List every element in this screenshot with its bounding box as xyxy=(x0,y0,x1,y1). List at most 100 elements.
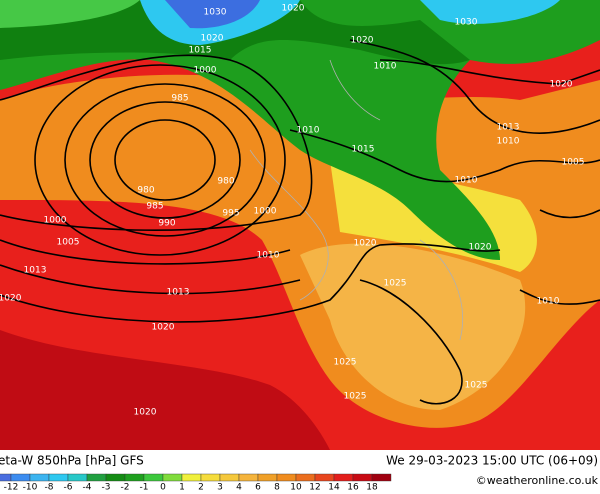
isobar-label: 1020 xyxy=(282,4,305,14)
isobar-label: 1005 xyxy=(562,158,585,168)
colorbar-swatch xyxy=(257,473,278,482)
isobar-label: 1010 xyxy=(497,137,520,147)
isobar xyxy=(114,119,216,201)
map-field: 1020 1030 1020 1015 1000 985 980 985 990 995 1000 1… xyxy=(0,0,600,450)
colorbar-label: -12 xyxy=(4,483,19,491)
colorbar: -12 -10 -8 -6 -4 -3 -2 -1 0 1 2 3 4 6 8 10 12 14 16 18 xyxy=(0,473,392,493)
map-title: eta-W 850hPa [hPa] GFS xyxy=(0,454,144,468)
isobar-label: 1000 xyxy=(44,216,67,226)
colorbar-swatch xyxy=(276,473,297,482)
footer xyxy=(0,450,600,490)
colorbar-swatch xyxy=(67,473,88,482)
colorbar-swatch xyxy=(200,473,221,482)
isobar xyxy=(379,59,600,85)
isobar-label: 1010 xyxy=(455,176,478,186)
colorbar-swatch xyxy=(314,473,335,482)
colorbar-swatch xyxy=(333,473,354,482)
isobar-label: 1020 xyxy=(469,243,492,253)
colorbar-label: -6 xyxy=(64,483,73,491)
colorbar-swatch xyxy=(86,473,107,482)
isobar-label: 1020 xyxy=(201,34,224,44)
isobar-label: 1015 xyxy=(189,46,212,56)
colorbar-label: 6 xyxy=(255,483,261,491)
isobar-label: 1025 xyxy=(344,392,367,402)
isobar-label: 1015 xyxy=(352,145,375,155)
colorbar-label: 4 xyxy=(236,483,242,491)
isobars xyxy=(0,39,600,405)
field-darkred xyxy=(0,330,330,450)
isobar xyxy=(519,209,600,305)
isobar-label: 1020 xyxy=(134,408,157,418)
isobar-label: 1025 xyxy=(384,279,407,289)
field-lightgreen xyxy=(0,0,140,28)
credit: ©weatheronline.co.uk xyxy=(476,474,599,487)
isobar-label: 1030 xyxy=(204,8,227,18)
colorbar-swatch xyxy=(0,473,12,482)
colorbar-swatch xyxy=(162,473,183,482)
colorbar-label: 2 xyxy=(198,483,204,491)
isobar-label: 1025 xyxy=(334,358,357,368)
isobar-label: 980 xyxy=(217,177,234,187)
colorbar-label: 10 xyxy=(290,483,302,491)
isobar xyxy=(0,239,301,295)
isobar-label: 1010 xyxy=(257,251,280,261)
isobar-label: 990 xyxy=(158,219,175,229)
colorbar-label: 12 xyxy=(309,483,320,491)
colorbar-swatch xyxy=(371,473,392,482)
isobar-label: 985 xyxy=(171,94,188,104)
isobar-label: 1010 xyxy=(297,126,320,136)
colorbar-label: -2 xyxy=(121,483,130,491)
field-blue xyxy=(165,0,260,29)
isobar-label: 1000 xyxy=(254,207,277,217)
colorbar-swatch xyxy=(48,473,69,482)
isobar xyxy=(359,279,463,405)
isobar-label: 1013 xyxy=(24,266,47,276)
isobar-label: 1025 xyxy=(465,381,488,391)
colorbar-swatch xyxy=(10,473,31,482)
colorbar-label: 1 xyxy=(179,483,185,491)
colorbar-label: -3 xyxy=(102,483,111,491)
isobar-label: 1020 xyxy=(354,239,377,249)
colorbar-swatch xyxy=(29,473,50,482)
colorbar-label: 18 xyxy=(366,483,378,491)
colorbar-label: -1 xyxy=(140,483,149,491)
field-lightorange xyxy=(300,243,526,410)
isobar xyxy=(64,83,266,237)
isobar xyxy=(289,129,600,183)
colorbar-label: 14 xyxy=(328,483,340,491)
colorbar-label: 3 xyxy=(217,483,223,491)
colorbar-swatch xyxy=(105,473,126,482)
colorbar-swatch xyxy=(143,473,164,482)
colorbar-label: -4 xyxy=(83,483,92,491)
colorbar-swatch xyxy=(181,473,202,482)
isobar-label: 1020 xyxy=(351,36,374,46)
isobar xyxy=(34,64,286,256)
isobar xyxy=(349,39,600,134)
isobar-label: 1020 xyxy=(550,80,573,90)
colorbar-label: 8 xyxy=(274,483,280,491)
isobar-label: 980 xyxy=(137,186,154,196)
colorbar-label: -8 xyxy=(45,483,54,491)
colorbar-swatch xyxy=(238,473,259,482)
isobar-label: 1020 xyxy=(0,294,22,304)
colorbar-swatch xyxy=(295,473,316,482)
isobar-labels: 1020 1030 1020 1015 1000 985 980 985 990 995 1000 1… xyxy=(0,4,584,418)
isobar xyxy=(0,243,501,323)
isobar-label: 1010 xyxy=(537,297,560,307)
isobar-label: 1030 xyxy=(455,18,478,28)
isobar-label: 1013 xyxy=(167,288,190,298)
colorbar-label: -10 xyxy=(23,483,38,491)
coastline xyxy=(249,59,463,341)
colorbar-label: 16 xyxy=(347,483,359,491)
map-date: We 29-03-2023 15:00 UTC (06+09) xyxy=(386,454,598,468)
isobar-label: 1005 xyxy=(57,238,80,248)
colorbar-swatch xyxy=(124,473,145,482)
isobar xyxy=(0,54,313,232)
isobar-label: 1000 xyxy=(194,66,217,76)
isobar-label: 1010 xyxy=(374,62,397,72)
isobar-label: 1013 xyxy=(497,123,520,133)
isobar xyxy=(89,101,241,219)
isobar-label: 985 xyxy=(146,202,163,212)
isobar-label: 1020 xyxy=(152,323,175,333)
